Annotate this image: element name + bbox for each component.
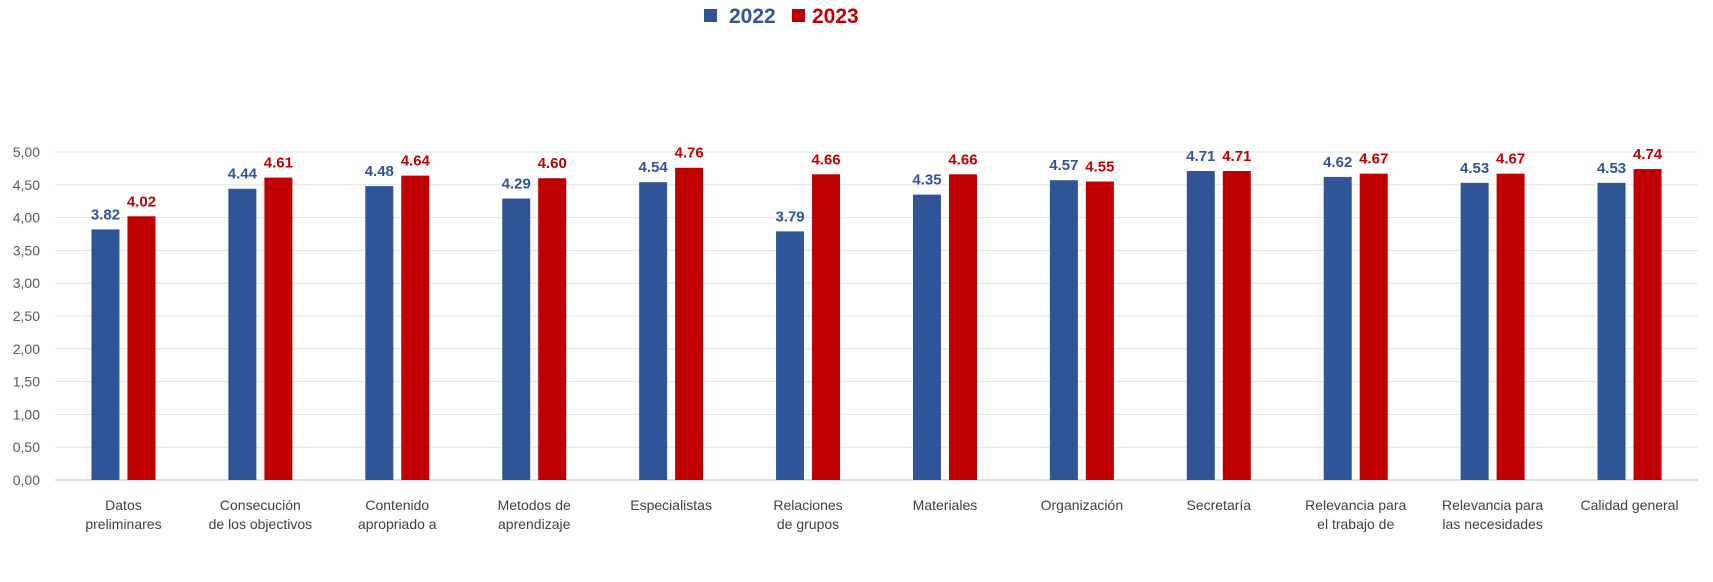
bar-2022-2 (365, 186, 394, 480)
bar-2023-10 (1496, 173, 1525, 480)
y-tick-label: 1,50 (13, 374, 40, 390)
y-tick-label: 2,50 (13, 308, 40, 324)
data-label: 4.61 (264, 155, 293, 172)
data-label: 4.67 (1496, 151, 1525, 168)
data-label: 4.74 (1633, 146, 1663, 163)
y-tick-label: 3,50 (13, 242, 40, 258)
data-label: 4.48 (365, 163, 394, 180)
bar-2023-6 (948, 174, 977, 480)
bar-2023-8 (1222, 171, 1251, 481)
category-label: preliminares (85, 516, 161, 532)
category-label: de los objectivos (209, 516, 313, 532)
category-label: Relevancia para (1305, 497, 1406, 513)
legend-swatch-2022 (704, 9, 717, 22)
data-label: 4.66 (948, 151, 977, 168)
bar-2022-8 (1186, 171, 1215, 481)
category-label: Calidad general (1581, 497, 1679, 513)
data-label: 4.62 (1323, 154, 1352, 171)
bar-2023-11 (1633, 169, 1662, 480)
data-label: 4.71 (1186, 148, 1215, 165)
bar-2023-5 (812, 174, 841, 480)
bar-2023-9 (1359, 173, 1388, 480)
data-label: 4.67 (1359, 151, 1388, 168)
category-label: Especialistas (630, 497, 712, 513)
category-label: Contenido (365, 497, 429, 513)
data-label: 4.02 (127, 193, 156, 210)
data-label: 4.57 (1049, 157, 1078, 174)
bar-2022-1 (228, 188, 257, 480)
bar-2022-0 (91, 229, 120, 480)
data-label: 4.76 (675, 145, 704, 162)
bar-2022-11 (1597, 182, 1626, 480)
category-label: Datos (105, 497, 142, 513)
y-tick-label: 0,50 (13, 439, 40, 455)
data-label: 3.79 (775, 208, 804, 225)
bar-2022-10 (1460, 182, 1489, 480)
y-tick-label: 4,50 (13, 177, 40, 193)
data-label: 4.54 (639, 159, 669, 176)
category-label: Relevancia para (1442, 497, 1543, 513)
category-label: Consecución (220, 497, 301, 513)
category-label: Materiales (913, 497, 978, 513)
category-label: Relaciones (773, 497, 842, 513)
category-label: apropriado a (358, 516, 437, 532)
bar-2022-5 (776, 231, 805, 480)
y-tick-label: 1,00 (13, 406, 40, 422)
bar-2023-7 (1085, 181, 1114, 480)
data-label: 4.53 (1460, 160, 1489, 177)
category-label: las necesidades (1442, 516, 1542, 532)
bar-2022-9 (1323, 176, 1352, 481)
bar-2023-0 (127, 216, 156, 480)
data-label: 4.60 (538, 155, 567, 172)
y-tick-label: 4,00 (13, 210, 40, 226)
y-tick-label: 2,00 (13, 341, 40, 357)
data-label: 4.64 (401, 153, 431, 170)
category-label: de grupos (777, 516, 839, 532)
bar-2023-4 (675, 167, 704, 480)
category-label: el trabajo de (1317, 516, 1394, 532)
data-label: 4.35 (912, 172, 941, 189)
bar-2022-6 (912, 194, 941, 480)
data-label: 4.71 (1222, 148, 1251, 165)
data-label: 4.53 (1597, 160, 1626, 177)
bar-2022-7 (1049, 180, 1078, 480)
bar-2023-3 (538, 178, 567, 481)
category-label: Organización (1041, 497, 1124, 513)
y-tick-label: 0,00 (13, 472, 40, 488)
legend-label: 2022 (729, 5, 776, 28)
data-label: 3.82 (91, 206, 120, 223)
y-tick-label: 5,00 (13, 144, 40, 160)
category-label: aprendizaje (498, 516, 571, 532)
category-label: Secretaría (1186, 497, 1251, 513)
legend-swatch-2023 (792, 9, 805, 22)
data-label: 4.44 (228, 166, 258, 183)
bar-2022-4 (639, 182, 668, 480)
bar-2022-3 (502, 198, 531, 481)
legend-label: 2023 (812, 5, 859, 28)
bar-2023-2 (401, 175, 430, 480)
bar-2023-1 (264, 177, 293, 481)
category-label: Metodos de (498, 497, 571, 513)
y-tick-label: 3,00 (13, 275, 40, 291)
data-label: 4.55 (1085, 159, 1114, 176)
data-label: 4.66 (811, 151, 840, 168)
data-label: 4.29 (502, 176, 531, 193)
